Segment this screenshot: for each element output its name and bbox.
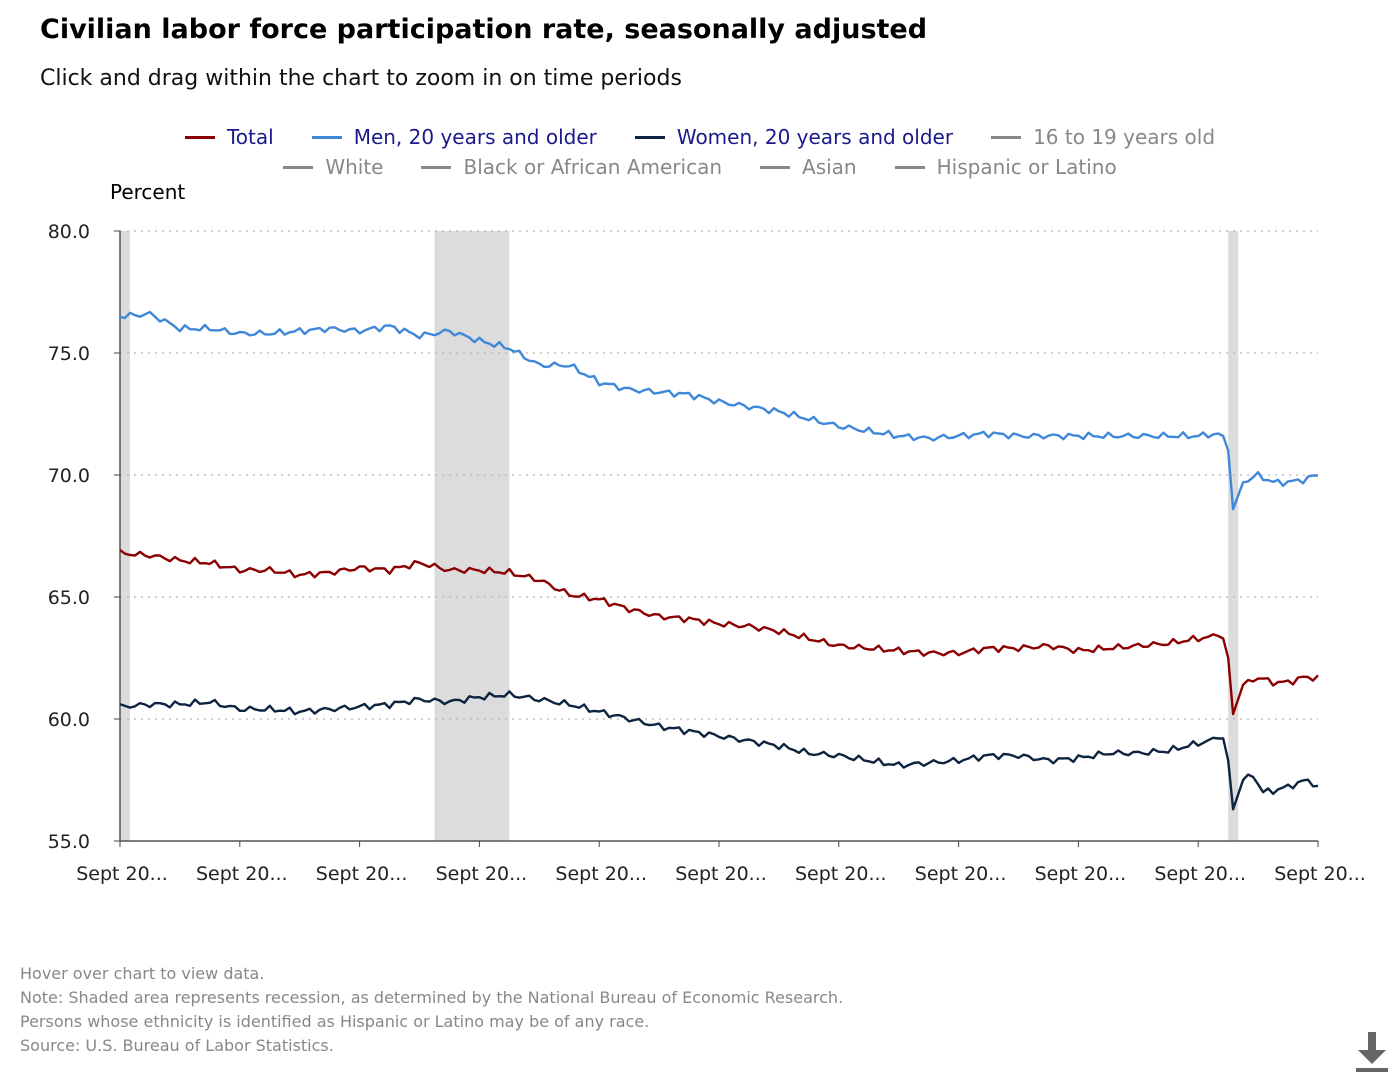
legend-swatch — [760, 165, 791, 169]
y-tick-label: 60.0 — [48, 709, 90, 731]
legend-swatch — [991, 135, 1022, 139]
legend-label: 16 to 19 years old — [1033, 125, 1216, 149]
legend-item[interactable]: Women, 20 years and older — [634, 125, 954, 149]
line-chart[interactable]: 55.0 60.0 65.0 70.0 75.0 80.0 Sept 20... Sept 2… — [0, 0, 1400, 900]
legend-label: Hispanic or Latino — [936, 155, 1117, 179]
x-tick-label: Sept 20... — [555, 863, 647, 885]
footnotes: Hover over chart to view data. Note: Sha… — [20, 962, 843, 1058]
y-axis-label: Percent — [110, 180, 186, 204]
legend-label: Black or African American — [463, 155, 723, 179]
x-tick-label: Sept 20... — [1274, 863, 1366, 885]
y-tick-label: 70.0 — [48, 465, 90, 487]
y-tick-label: 80.0 — [48, 221, 90, 243]
legend-swatch — [283, 165, 314, 169]
recession-band — [434, 231, 510, 841]
x-tick-label: Sept 20... — [1035, 863, 1127, 885]
x-tick-label: Sept 20... — [1154, 863, 1246, 885]
chart-title: Civilian labor force participation rate,… — [40, 14, 928, 45]
footnote-recession-note: Note: Shaded area represents recession, … — [20, 988, 844, 1007]
series-line-women-20-years-and-older — [119, 690, 1319, 811]
series-line-men-20-years-and-older — [119, 310, 1318, 511]
legend-item[interactable]: 16 to 19 years old — [991, 125, 1215, 149]
x-tick-label: Sept 20... — [76, 863, 168, 885]
footnote-hover: Hover over chart to view data. — [20, 964, 265, 983]
x-tick-label: Sept 20... — [795, 863, 887, 885]
legend-label: Asian — [802, 155, 857, 179]
y-tick-label: 75.0 — [48, 343, 90, 365]
recession-band — [120, 231, 130, 841]
legend-label: Women, 20 years and older — [676, 125, 954, 149]
footnote-source: Source: U.S. Bureau of Labor Statistics. — [20, 1036, 334, 1055]
legend-item[interactable]: Total — [184, 125, 274, 149]
legend-swatch — [421, 165, 452, 169]
legend-item[interactable]: Hispanic or Latino — [894, 155, 1117, 179]
legend-row-2: White Black or African American Asian Hispa… — [0, 152, 1400, 182]
footnote-ethnicity-note: Persons whose ethnicity is identified as… — [20, 1012, 650, 1031]
legend-item[interactable]: Black or African American — [421, 155, 722, 179]
legend-swatch — [184, 135, 215, 139]
legend-item[interactable]: Men, 20 years and older — [311, 125, 597, 149]
legend-label: White — [325, 155, 384, 179]
legend: Total Men, 20 years and older Women, 20 ye… — [0, 122, 1400, 182]
x-tick-label: Sept 20... — [915, 863, 1007, 885]
x-tick-label: Sept 20... — [196, 863, 288, 885]
legend-item[interactable]: Asian — [760, 155, 857, 179]
x-tick-label: Sept 20... — [436, 863, 528, 885]
legend-swatch — [634, 135, 665, 139]
download-icon[interactable] — [1352, 1030, 1392, 1074]
legend-swatch — [894, 165, 925, 169]
legend-label: Total — [226, 125, 274, 149]
y-tick-label: 65.0 — [48, 587, 90, 609]
recession-band — [1228, 231, 1239, 841]
x-tick-label: Sept 20... — [675, 863, 767, 885]
y-tick-label: 55.0 — [48, 831, 90, 853]
series-line-total — [119, 549, 1319, 716]
chart-subtitle: Click and drag within the chart to zoom … — [40, 66, 682, 91]
legend-swatch — [311, 135, 342, 139]
legend-item[interactable]: White — [283, 155, 383, 179]
legend-label: Men, 20 years and older — [353, 125, 597, 149]
x-tick-label: Sept 20... — [316, 863, 408, 885]
legend-row-1: Total Men, 20 years and older Women, 20 ye… — [0, 122, 1400, 152]
